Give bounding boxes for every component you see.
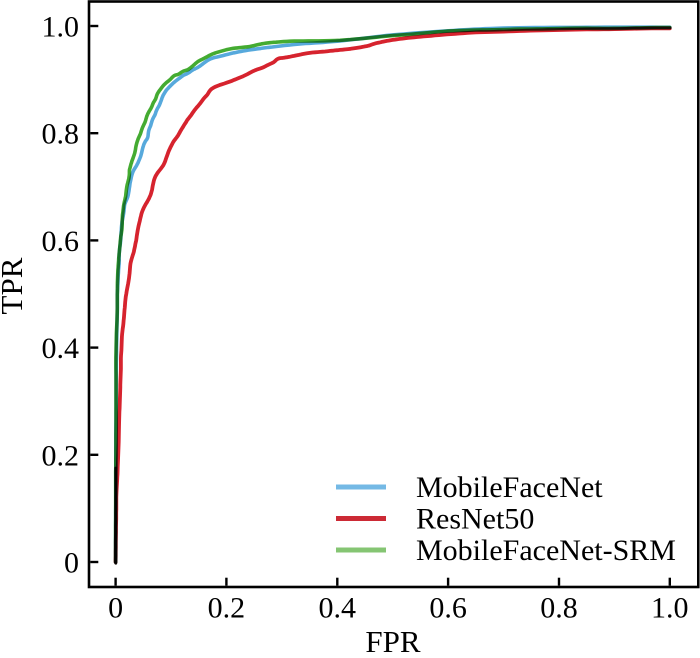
svg-text:0: 0: [108, 592, 123, 625]
svg-text:0.6: 0.6: [429, 592, 467, 625]
svg-text:0.4: 0.4: [42, 332, 80, 365]
svg-text:FPR: FPR: [365, 624, 420, 658]
svg-text:0.8: 0.8: [540, 592, 578, 625]
svg-text:0.8: 0.8: [42, 118, 80, 151]
svg-text:0.6: 0.6: [42, 225, 80, 258]
svg-text:ResNet50: ResNet50: [416, 503, 534, 536]
svg-text:0.2: 0.2: [42, 439, 80, 472]
svg-text:0.2: 0.2: [208, 592, 246, 625]
svg-text:1.0: 1.0: [42, 11, 80, 44]
svg-text:0: 0: [64, 547, 79, 580]
svg-text:TPR: TPR: [0, 257, 29, 314]
svg-text:0.4: 0.4: [319, 592, 357, 625]
svg-text:MobileFaceNet-SRM: MobileFaceNet-SRM: [416, 534, 676, 567]
svg-text:1.0: 1.0: [651, 592, 689, 625]
svg-text:MobileFaceNet: MobileFaceNet: [416, 471, 603, 504]
